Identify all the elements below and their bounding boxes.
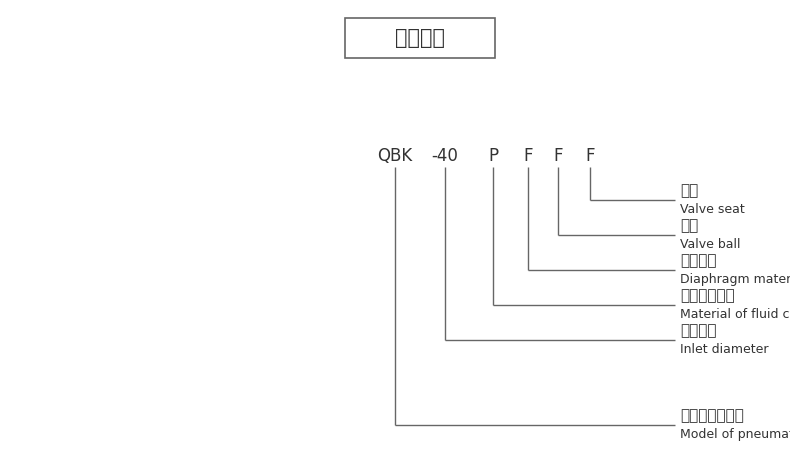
Bar xyxy=(345,18,495,58)
Text: -40: -40 xyxy=(431,147,458,165)
Text: Valve ball: Valve ball xyxy=(680,238,740,251)
Text: QBK: QBK xyxy=(378,147,412,165)
Text: 阀球: 阀球 xyxy=(680,218,698,233)
Text: 型号说明: 型号说明 xyxy=(395,28,445,48)
Text: 气动隔膜泵型号: 气动隔膜泵型号 xyxy=(680,408,744,423)
Text: P: P xyxy=(488,147,498,165)
Text: Model of pneumatic diaphragm pump: Model of pneumatic diaphragm pump xyxy=(680,428,790,441)
Text: Material of fluid contact part: Material of fluid contact part xyxy=(680,308,790,321)
Text: 进料口径: 进料口径 xyxy=(680,323,717,338)
Text: F: F xyxy=(523,147,532,165)
Text: 阀座: 阀座 xyxy=(680,183,698,198)
Text: Valve seat: Valve seat xyxy=(680,203,745,216)
Text: 过流部件材质: 过流部件材质 xyxy=(680,288,735,303)
Text: Diaphragm materials: Diaphragm materials xyxy=(680,273,790,286)
Text: Inlet diameter: Inlet diameter xyxy=(680,343,769,356)
Text: F: F xyxy=(585,147,595,165)
Text: 隔膜材质: 隔膜材质 xyxy=(680,253,717,268)
Text: F: F xyxy=(553,147,562,165)
